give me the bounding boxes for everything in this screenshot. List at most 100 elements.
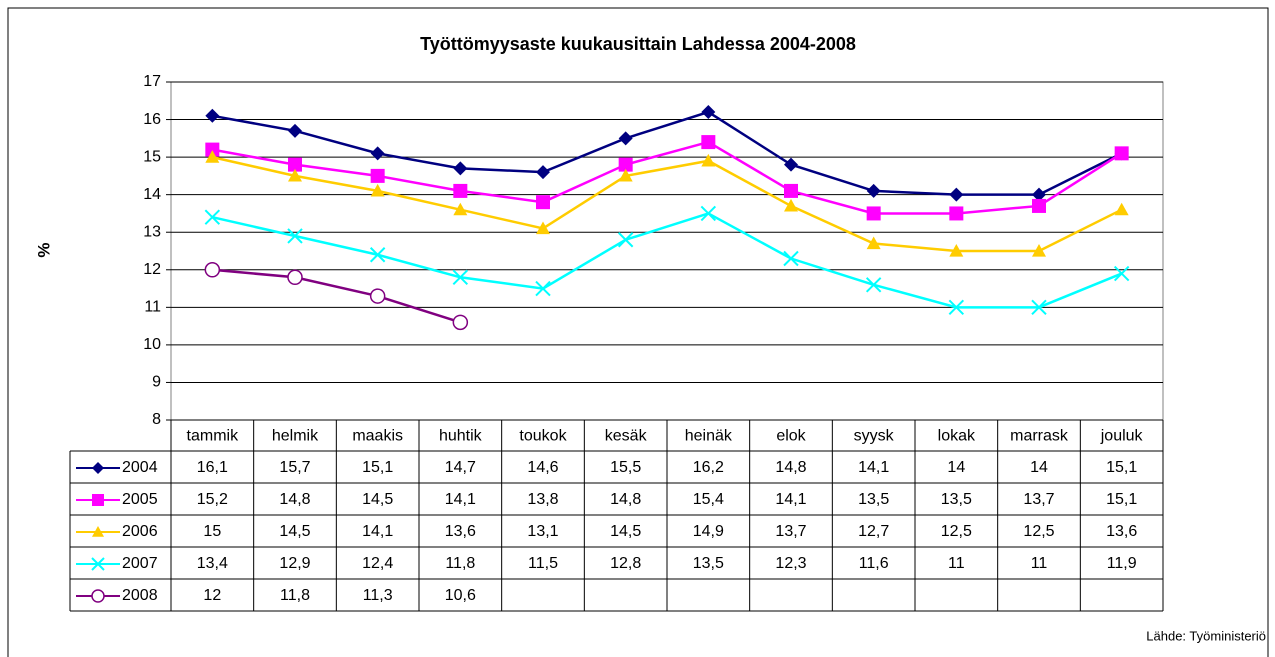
marker [1032,187,1046,202]
table-value: 15,1 [1106,459,1137,476]
table-value: 14,1 [362,523,393,540]
marker [288,123,302,138]
table-value: 12,7 [858,523,889,540]
table-value: 12,5 [941,523,972,540]
marker [370,168,385,183]
marker [452,314,469,331]
table-value: 13,6 [445,523,476,540]
marker [784,183,798,198]
table-value: 15 [203,523,221,540]
y-tick-label: 13 [143,223,161,240]
marker [783,250,799,267]
table-value: 13,7 [1023,491,1054,508]
x-tick-label: jouluk [1100,428,1144,445]
table-value: 12,3 [775,555,806,572]
marker [91,589,105,603]
table-value: 11,9 [1107,555,1137,572]
x-tick-label: marrask [1010,428,1069,445]
x-tick-label: heinäk [685,428,733,445]
y-tick-label: 16 [143,111,161,128]
table-value: 14,6 [527,459,558,476]
table-value: 14,5 [362,491,393,508]
marker [287,269,303,286]
table-value: 13,8 [527,491,558,508]
y-tick-label: 11 [144,299,161,316]
table-value: 12 [203,587,221,604]
legend-label: 2007 [122,555,158,572]
x-tick-label: maakis [352,428,403,445]
series-line [212,110,1123,196]
y-tick-label: 14 [143,186,161,203]
table-value: 15,1 [1106,491,1137,508]
marker [369,247,386,263]
table-value: 14,8 [610,491,641,508]
marker [1113,265,1130,282]
marker [205,108,220,123]
marker [288,168,302,182]
marker [536,221,550,235]
y-tick-label: 10 [143,336,161,353]
marker [204,209,221,225]
table-value: 14,5 [610,523,641,540]
table-value: 14,1 [445,491,476,508]
table-value: 14,8 [775,459,806,476]
table-value: 13,4 [197,555,228,572]
y-axis-label: % [34,242,53,257]
table-value: 14,9 [693,523,724,540]
marker [866,236,881,250]
y-tick-label: 9 [152,374,161,391]
marker [866,183,881,198]
table-value: 14,1 [858,459,889,476]
marker [1032,198,1046,213]
marker [701,153,716,167]
x-tick-label: elok [776,428,806,445]
series-line [212,155,1123,253]
table-value: 15,2 [197,491,228,508]
table-value: 10,6 [445,587,476,604]
source: Lähde: Työministeriö [1146,628,1266,643]
table-value: 14,8 [279,491,310,508]
table-value: 13,7 [775,523,806,540]
marker [92,526,104,537]
table-value: 11,6 [859,555,889,572]
series-line [212,140,1123,215]
y-tick-label: 12 [143,261,161,278]
marker [1031,299,1047,316]
marker [453,161,468,176]
marker [370,183,385,197]
marker [536,165,550,180]
marker [784,157,798,172]
table-value: 14 [947,459,965,476]
table-value: 15,4 [693,491,724,508]
y-tick-label: 17 [143,73,161,90]
marker [453,202,468,216]
marker [204,262,221,278]
table-value: 13,6 [1106,523,1137,540]
table-value: 14 [1030,459,1048,476]
marker [92,494,104,506]
marker [701,135,716,150]
legend-label: 2004 [122,459,158,476]
x-tick-label: huhtik [439,428,483,445]
marker [453,183,468,198]
table-value: 12,9 [279,555,310,572]
marker [701,105,716,120]
marker [370,146,385,161]
table-value: 11 [1031,555,1048,572]
table-value: 16,2 [693,459,724,476]
marker [618,157,633,172]
legend-label: 2008 [122,587,158,604]
marker [866,206,881,221]
table-value: 14,7 [445,459,476,476]
legend-label: 2005 [122,491,158,508]
table-value: 11,8 [445,555,475,572]
marker [92,462,104,474]
legend-label: 2006 [122,523,158,540]
series-line [212,268,461,324]
table-value: 13,1 [527,523,558,540]
table-value: 12,5 [1023,523,1054,540]
chart-title: Työttömyysaste kuukausittain Lahdessa 20… [420,34,856,54]
marker [205,142,220,157]
